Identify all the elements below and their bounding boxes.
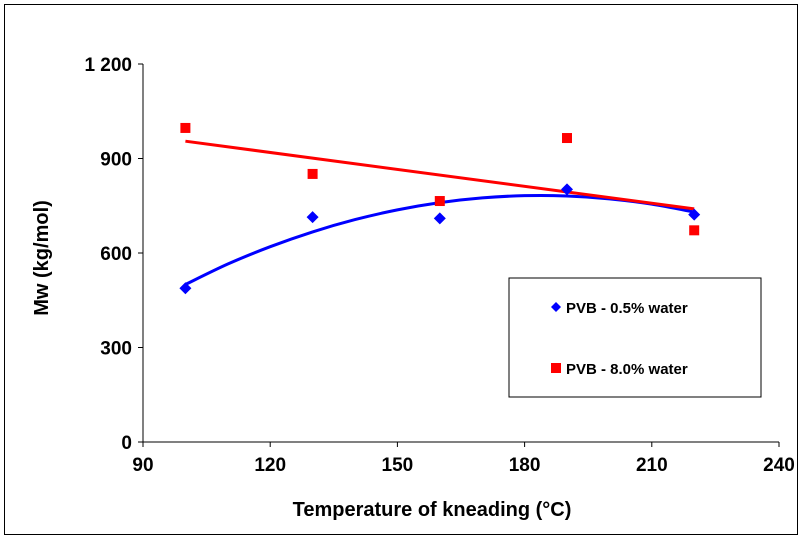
data-point-series-1 bbox=[561, 183, 573, 196]
trendline-series-2 bbox=[185, 139, 695, 211]
legend-box bbox=[508, 277, 762, 398]
data-point-series-1 bbox=[433, 212, 446, 225]
data-point-series-1 bbox=[688, 208, 701, 221]
y-tick-label: 300 bbox=[100, 339, 132, 360]
legend: PVB - 0.5% water PVB - 8.0% water bbox=[508, 277, 762, 398]
y-tick-label: 900 bbox=[100, 150, 132, 171]
x-tick-label: 210 bbox=[636, 455, 668, 476]
data-points bbox=[179, 122, 701, 295]
x-ticks: 90 120 150 180 210 240 bbox=[132, 442, 795, 476]
data-point-series-2 bbox=[180, 122, 191, 133]
data-point-series-2 bbox=[689, 225, 700, 236]
x-tick-label: 150 bbox=[382, 455, 414, 476]
x-tick-label: 180 bbox=[509, 455, 541, 476]
y-tick-label: 600 bbox=[100, 244, 132, 265]
legend-marker-series-2 bbox=[551, 363, 561, 373]
legend-label-series-2: PVB - 8.0% water bbox=[566, 361, 688, 378]
y-tick-label: 1 200 bbox=[84, 55, 132, 76]
x-tick-label: 120 bbox=[254, 455, 286, 476]
x-tick-label: 90 bbox=[132, 455, 153, 476]
legend-marker-series-1 bbox=[551, 302, 561, 312]
x-axis-title: Temperature of kneading (°C) bbox=[293, 499, 572, 521]
data-point-series-1 bbox=[306, 211, 319, 224]
y-tick-label: 0 bbox=[121, 433, 132, 454]
data-point-series-2 bbox=[562, 133, 572, 144]
data-point-series-2 bbox=[307, 168, 318, 179]
legend-label-series-1: PVB - 0.5% water bbox=[566, 300, 688, 317]
data-point-series-1 bbox=[179, 282, 192, 295]
chart-frame bbox=[4, 4, 798, 535]
y-axis-title: Mw (kg/mol) bbox=[31, 200, 53, 316]
trendline-series-1 bbox=[184, 193, 695, 286]
data-point-series-2 bbox=[434, 196, 445, 207]
y-ticks: 0 300 600 900 1 200 bbox=[84, 55, 143, 454]
x-tick-label: 240 bbox=[763, 455, 795, 476]
